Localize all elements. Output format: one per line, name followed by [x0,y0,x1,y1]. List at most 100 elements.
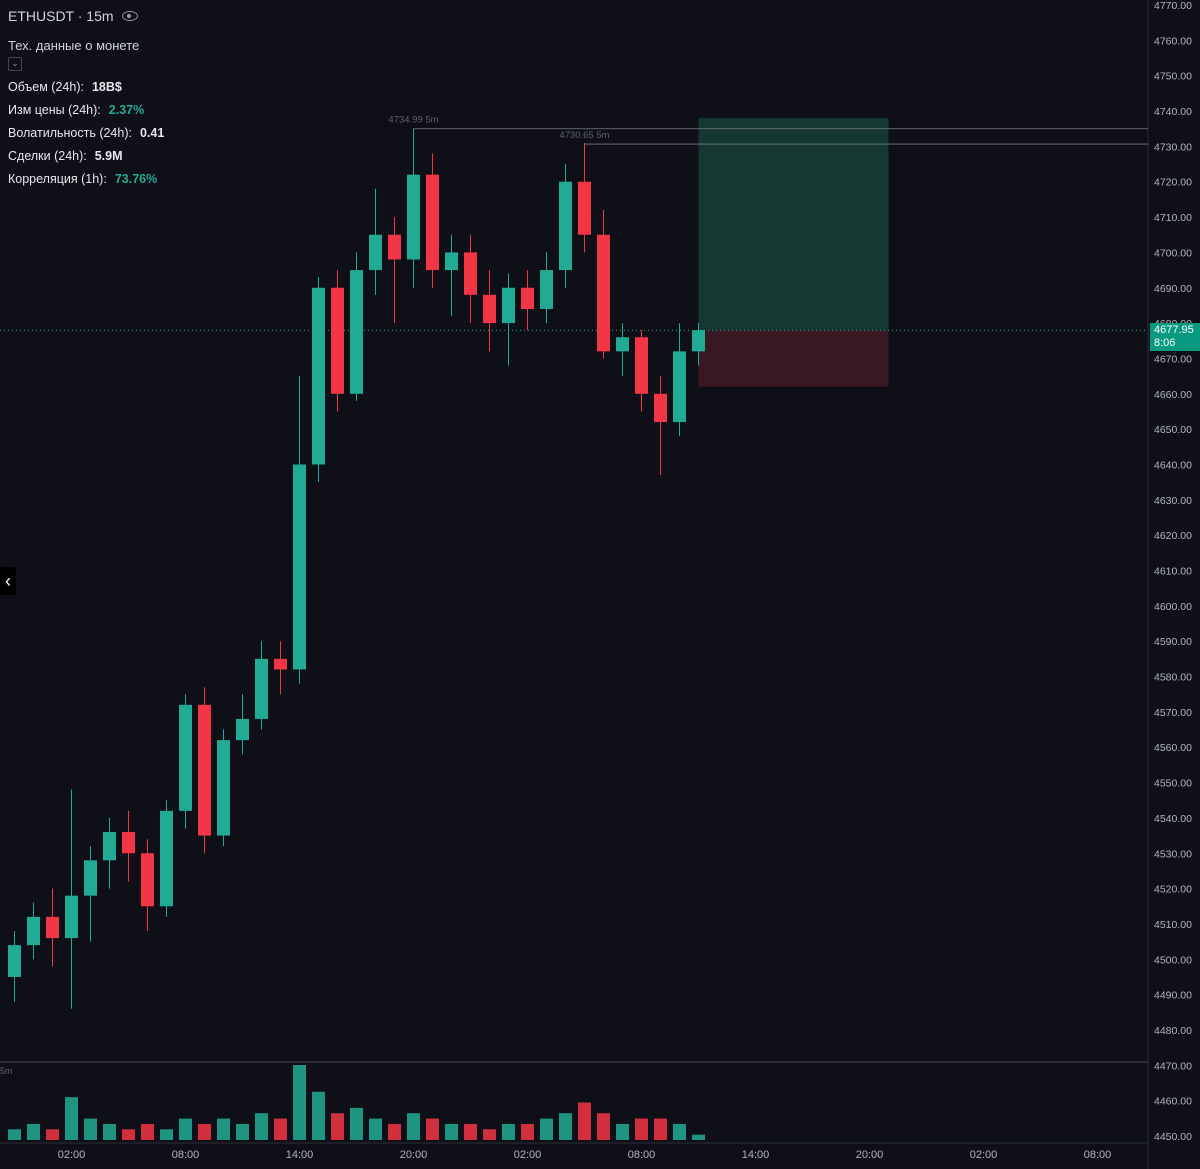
candle-body [46,916,59,939]
eye-icon[interactable] [121,11,138,21]
price-tick-label: 4710.00 [1154,212,1192,224]
candle-body [84,860,97,896]
candle-body [8,945,21,977]
stat-volatility: Волатильность (24h): 0.41 [8,126,165,140]
price-tick-label: 4470.00 [1154,1060,1192,1072]
candle-body [141,853,154,907]
chevron-left-icon[interactable]: ‹ [0,567,16,595]
candle-body [236,718,249,741]
price-tick-label: 4500.00 [1154,954,1192,966]
time-tick-label: 02:00 [58,1149,86,1161]
candle-body [635,337,648,394]
volume-bar [84,1118,97,1140]
symbol-label: ETHUSDT · 15m [8,8,114,24]
candle-body [293,464,306,670]
price-tick-label: 4520.00 [1154,884,1192,896]
volume-bar [369,1118,382,1140]
price-tick-label: 4530.00 [1154,848,1192,860]
candle-body [597,234,610,352]
chart-legend: ETHUSDT · 15m Тех. данные о монете ⌄ Объ… [8,8,164,186]
volume-bar [635,1118,648,1140]
candle-body [388,234,401,260]
volume-bar [46,1129,59,1140]
volume-bar [350,1107,363,1140]
volume-bar [141,1123,154,1140]
volume-bar [483,1129,496,1140]
candle-body [369,234,382,271]
price-tick-label: 4720.00 [1154,177,1192,189]
volume-bar [255,1113,268,1140]
volume-bar [198,1123,211,1140]
candle-body [578,181,591,235]
candle-body [160,810,173,907]
candle-body [27,916,40,946]
volume-bar [312,1091,325,1140]
price-tick-label: 4690.00 [1154,283,1192,295]
price-tick-label: 4750.00 [1154,71,1192,83]
candle-body [464,252,477,295]
candle-body [616,337,629,352]
price-tick-label: 4610.00 [1154,566,1192,578]
volume-bar [559,1113,572,1140]
candle-body [502,287,515,324]
volume-bar [388,1123,401,1140]
volume-bar [654,1118,667,1140]
high-marker-label: 4734.99 5m [388,115,438,126]
candle-body [217,740,230,836]
stat-correlation: Корреляция (1h): 73.76% [8,172,158,186]
time-tick-label: 02:00 [514,1149,542,1161]
indicator-title: Тех. данные о монете [8,38,140,53]
volume-bar [616,1123,629,1140]
chevron-down-icon[interactable]: ⌄ [8,57,22,71]
time-tick-label: 08:00 [1084,1149,1112,1161]
price-tick-label: 4490.00 [1154,990,1192,1002]
symbol-title[interactable]: ETHUSDT · 15m [8,8,164,24]
time-tick-label: 02:00 [970,1149,998,1161]
price-tick-label: 4480.00 [1154,1025,1192,1037]
volume-bar [540,1118,553,1140]
volume-bar [65,1097,78,1140]
volume-bar [521,1123,534,1140]
price-tick-label: 4660.00 [1154,389,1192,401]
candle-body [559,181,572,271]
candle-body [445,252,458,271]
stat-trades: Сделки (24h): 5.9M [8,149,123,163]
price-tick-label: 4730.00 [1154,141,1192,153]
price-tick-label: 4600.00 [1154,601,1192,613]
volume-bar [445,1123,458,1140]
price-tick-label: 4650.00 [1154,424,1192,436]
price-tick-label: 4450.00 [1154,1131,1192,1143]
stat-volume: Объем (24h): 18B$ [8,80,122,94]
volume-bar [407,1113,420,1140]
price-tick-label: 4640.00 [1154,459,1192,471]
volume-bar [8,1129,21,1140]
volume-bar [103,1123,116,1140]
position-stop-zone [698,330,889,387]
bar-countdown: 8:06 [1154,337,1176,349]
volume-bar [274,1118,287,1140]
price-tick-label: 4620.00 [1154,530,1192,542]
time-tick-label: 08:00 [628,1149,656,1161]
last-price-tag: 4677.95 8:06 [1150,323,1200,351]
price-tick-label: 4670.00 [1154,353,1192,365]
candle-body [692,330,705,352]
volume-pane-label: 5m [0,1066,13,1076]
price-tick-label: 4460.00 [1154,1096,1192,1108]
candle-body [350,270,363,394]
candle-body [122,832,135,854]
candle-body [407,174,420,260]
candle-body [103,832,116,861]
volume-bar [217,1118,230,1140]
time-tick-label: 20:00 [856,1149,884,1161]
price-tick-label: 4700.00 [1154,247,1192,259]
candle-body [198,704,211,836]
candle-body [179,704,192,811]
time-tick-label: 14:00 [286,1149,314,1161]
volume-bar [293,1065,306,1140]
volume-bar [426,1118,439,1140]
time-tick-label: 08:00 [172,1149,200,1161]
volume-bar [331,1113,344,1140]
volume-bar [179,1118,192,1140]
candle-body [331,287,344,394]
